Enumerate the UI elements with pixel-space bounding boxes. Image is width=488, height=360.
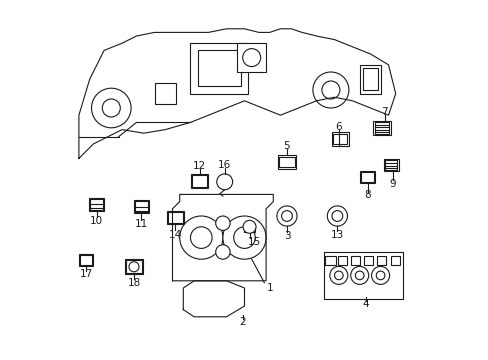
Circle shape bbox=[216, 174, 232, 190]
Bar bbox=[166, 211, 183, 224]
Bar bbox=[134, 201, 147, 212]
Bar bbox=[244, 225, 255, 232]
Bar bbox=[390, 256, 399, 265]
Text: 17: 17 bbox=[80, 269, 93, 279]
Circle shape bbox=[215, 245, 230, 259]
Circle shape bbox=[190, 227, 212, 248]
Bar bbox=[361, 172, 373, 182]
Text: 8: 8 bbox=[364, 190, 370, 200]
Bar bbox=[167, 212, 183, 223]
Text: 1: 1 bbox=[266, 283, 272, 293]
Text: 4: 4 bbox=[362, 299, 369, 309]
Bar bbox=[332, 134, 347, 144]
Text: 5: 5 bbox=[283, 141, 290, 151]
Bar bbox=[126, 260, 142, 273]
Bar bbox=[133, 200, 148, 213]
Bar bbox=[125, 259, 142, 274]
Circle shape bbox=[242, 49, 260, 67]
Bar bbox=[374, 122, 388, 134]
Circle shape bbox=[312, 72, 348, 108]
Bar bbox=[360, 171, 374, 183]
Circle shape bbox=[350, 266, 368, 284]
Bar bbox=[350, 256, 359, 265]
Bar bbox=[89, 198, 104, 211]
Circle shape bbox=[371, 266, 389, 284]
Bar bbox=[79, 254, 93, 266]
Text: 15: 15 bbox=[247, 237, 260, 247]
Bar bbox=[192, 175, 207, 187]
Bar bbox=[90, 199, 103, 210]
Circle shape bbox=[355, 271, 363, 280]
Circle shape bbox=[91, 88, 131, 128]
Text: 18: 18 bbox=[127, 278, 141, 288]
Circle shape bbox=[129, 262, 139, 272]
Bar bbox=[363, 68, 377, 90]
Bar bbox=[385, 160, 397, 170]
Bar bbox=[325, 256, 335, 265]
Circle shape bbox=[233, 227, 255, 248]
Circle shape bbox=[329, 266, 347, 284]
Text: 16: 16 bbox=[218, 160, 231, 170]
Text: 14: 14 bbox=[168, 230, 182, 240]
Bar bbox=[323, 252, 402, 299]
Circle shape bbox=[321, 81, 339, 99]
Bar bbox=[331, 132, 348, 146]
Text: 10: 10 bbox=[90, 216, 103, 226]
Circle shape bbox=[102, 99, 120, 117]
Bar bbox=[363, 256, 372, 265]
Text: 9: 9 bbox=[389, 179, 395, 189]
Bar bbox=[279, 157, 294, 167]
Text: 11: 11 bbox=[134, 219, 147, 229]
Circle shape bbox=[334, 271, 343, 280]
Bar bbox=[191, 174, 208, 188]
Bar bbox=[337, 256, 346, 265]
Bar bbox=[237, 43, 265, 72]
Bar bbox=[80, 255, 92, 265]
Text: 12: 12 bbox=[193, 161, 206, 171]
Circle shape bbox=[281, 211, 292, 221]
Bar bbox=[359, 65, 381, 94]
Bar bbox=[376, 256, 385, 265]
Circle shape bbox=[276, 206, 296, 226]
Circle shape bbox=[326, 206, 347, 226]
Circle shape bbox=[215, 216, 230, 230]
Circle shape bbox=[243, 220, 256, 233]
Polygon shape bbox=[79, 29, 395, 158]
Bar bbox=[373, 121, 390, 135]
Circle shape bbox=[223, 216, 265, 259]
Bar bbox=[190, 43, 247, 94]
Bar bbox=[384, 159, 398, 171]
Circle shape bbox=[375, 271, 384, 280]
Circle shape bbox=[331, 211, 342, 221]
Text: 3: 3 bbox=[283, 231, 290, 241]
Bar bbox=[197, 50, 241, 86]
Bar bbox=[154, 83, 176, 104]
Text: 13: 13 bbox=[330, 230, 343, 240]
Circle shape bbox=[179, 216, 223, 259]
Bar bbox=[277, 155, 296, 169]
Text: 7: 7 bbox=[381, 107, 387, 117]
Text: 2: 2 bbox=[239, 317, 245, 327]
Text: 6: 6 bbox=[335, 122, 342, 132]
